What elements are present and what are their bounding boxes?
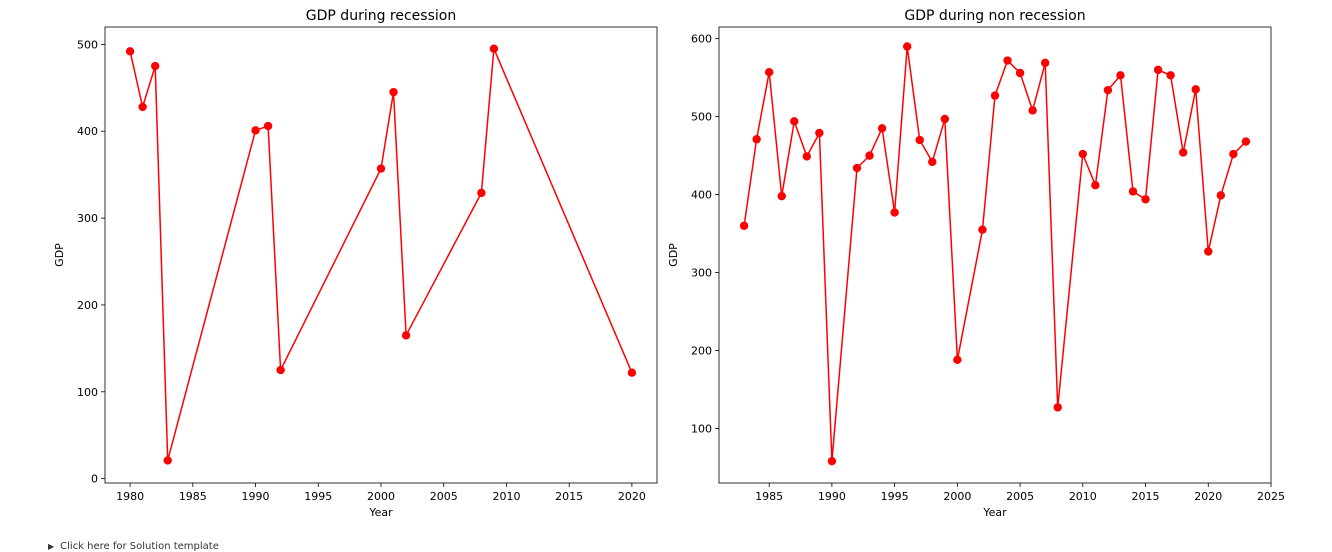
data-point bbox=[915, 135, 924, 145]
data-point bbox=[1141, 195, 1150, 204]
data-point bbox=[902, 42, 912, 51]
y-tick-label: 200 bbox=[77, 299, 98, 312]
y-axis-label: GDP bbox=[667, 243, 680, 267]
data-point bbox=[865, 151, 874, 160]
x-tick-label: 2020 bbox=[618, 490, 646, 503]
data-point bbox=[1216, 191, 1226, 200]
data-point bbox=[627, 368, 637, 377]
x-tick-label: 2025 bbox=[1257, 490, 1285, 503]
data-point bbox=[877, 124, 887, 133]
data-point bbox=[376, 164, 386, 173]
x-tick-label: 1995 bbox=[304, 490, 332, 503]
y-tick-label: 100 bbox=[77, 386, 98, 399]
x-tick-label: 2005 bbox=[430, 490, 458, 503]
chart-title: GDP during recession bbox=[306, 8, 456, 24]
x-tick-label: 2000 bbox=[367, 490, 395, 503]
x-tick-label: 2000 bbox=[943, 490, 971, 503]
plot-frame bbox=[104, 26, 658, 484]
solution-template-link[interactable]: ▶ Click here for Solution template bbox=[48, 541, 219, 552]
data-point bbox=[1003, 56, 1012, 65]
data-point bbox=[489, 44, 499, 53]
x-tick-label: 2015 bbox=[555, 490, 583, 503]
data-point bbox=[777, 191, 786, 201]
data-point bbox=[1166, 71, 1175, 80]
data-point bbox=[276, 365, 285, 375]
data-point bbox=[790, 117, 799, 126]
data-point bbox=[990, 91, 1000, 100]
x-tick-label: 1985 bbox=[179, 490, 207, 503]
data-point bbox=[150, 61, 160, 71]
y-tick-label: 400 bbox=[691, 189, 712, 202]
data-point bbox=[1116, 71, 1125, 80]
data-point bbox=[1153, 65, 1163, 75]
y-tick-label: 200 bbox=[691, 344, 712, 357]
data-point bbox=[1053, 403, 1062, 412]
data-point bbox=[401, 331, 411, 340]
chart-gdp-non-recession: GDP during non recession 1985 1990 1995 2000… bbox=[667, 8, 1285, 519]
data-point bbox=[477, 188, 486, 198]
plot-frame bbox=[718, 26, 1272, 484]
data-point bbox=[953, 355, 962, 365]
data-point bbox=[764, 68, 774, 77]
y-tick-label: 300 bbox=[77, 212, 98, 225]
data-point bbox=[1229, 149, 1238, 159]
data-point bbox=[1241, 137, 1251, 146]
x-tick-label: 2020 bbox=[1194, 490, 1222, 503]
data-point bbox=[125, 47, 135, 56]
x-tick-label: 1990 bbox=[242, 490, 270, 503]
x-tick-label: 2005 bbox=[1006, 490, 1034, 503]
data-point bbox=[263, 121, 273, 131]
data-point bbox=[1015, 68, 1025, 78]
x-tick-label: 1985 bbox=[755, 490, 783, 503]
data-point bbox=[251, 126, 260, 135]
x-tick-label: 2010 bbox=[1069, 490, 1097, 503]
data-point bbox=[1040, 58, 1050, 68]
disclosure-triangle-icon: ▶ bbox=[48, 542, 55, 551]
y-tick-label: 0 bbox=[91, 473, 98, 486]
data-point bbox=[1091, 181, 1100, 190]
data-point bbox=[1078, 149, 1088, 159]
x-tick-label: 2015 bbox=[1132, 490, 1160, 503]
x-axis-label: Year bbox=[368, 506, 393, 519]
data-point bbox=[1103, 85, 1113, 95]
data-point bbox=[978, 225, 987, 234]
data-point bbox=[752, 135, 761, 144]
data-point bbox=[890, 208, 899, 217]
x-tick-label: 1980 bbox=[116, 490, 144, 503]
chart-title: GDP during non recession bbox=[904, 8, 1085, 24]
data-point bbox=[389, 87, 398, 97]
x-axis-label: Year bbox=[982, 506, 1007, 519]
data-point bbox=[1178, 148, 1188, 157]
data-point bbox=[138, 102, 147, 112]
solution-template-text: Click here for Solution template bbox=[60, 541, 219, 552]
x-tick-label: 1995 bbox=[881, 490, 909, 503]
y-tick-label: 500 bbox=[691, 111, 712, 124]
y-axis-label: GDP bbox=[53, 243, 66, 267]
data-point bbox=[928, 157, 937, 167]
data-point bbox=[739, 221, 749, 230]
data-point bbox=[827, 456, 837, 466]
y-tick-label: 600 bbox=[691, 33, 712, 46]
series-line bbox=[743, 46, 1247, 462]
data-point bbox=[1191, 85, 1200, 94]
data-point bbox=[1028, 106, 1037, 115]
series-line bbox=[129, 48, 633, 461]
data-point bbox=[1204, 247, 1213, 256]
data-point bbox=[815, 128, 824, 138]
data-point bbox=[852, 163, 862, 173]
data-point bbox=[1128, 187, 1138, 196]
x-tick-label: 1990 bbox=[818, 490, 846, 503]
y-tick-label: 400 bbox=[77, 125, 98, 138]
data-point bbox=[940, 114, 950, 124]
data-point bbox=[802, 152, 812, 161]
y-tick-label: 500 bbox=[77, 38, 98, 51]
y-tick-label: 300 bbox=[691, 267, 712, 280]
data-point bbox=[163, 456, 172, 465]
y-tick-label: 100 bbox=[691, 422, 712, 435]
x-tick-label: 2010 bbox=[492, 490, 520, 503]
